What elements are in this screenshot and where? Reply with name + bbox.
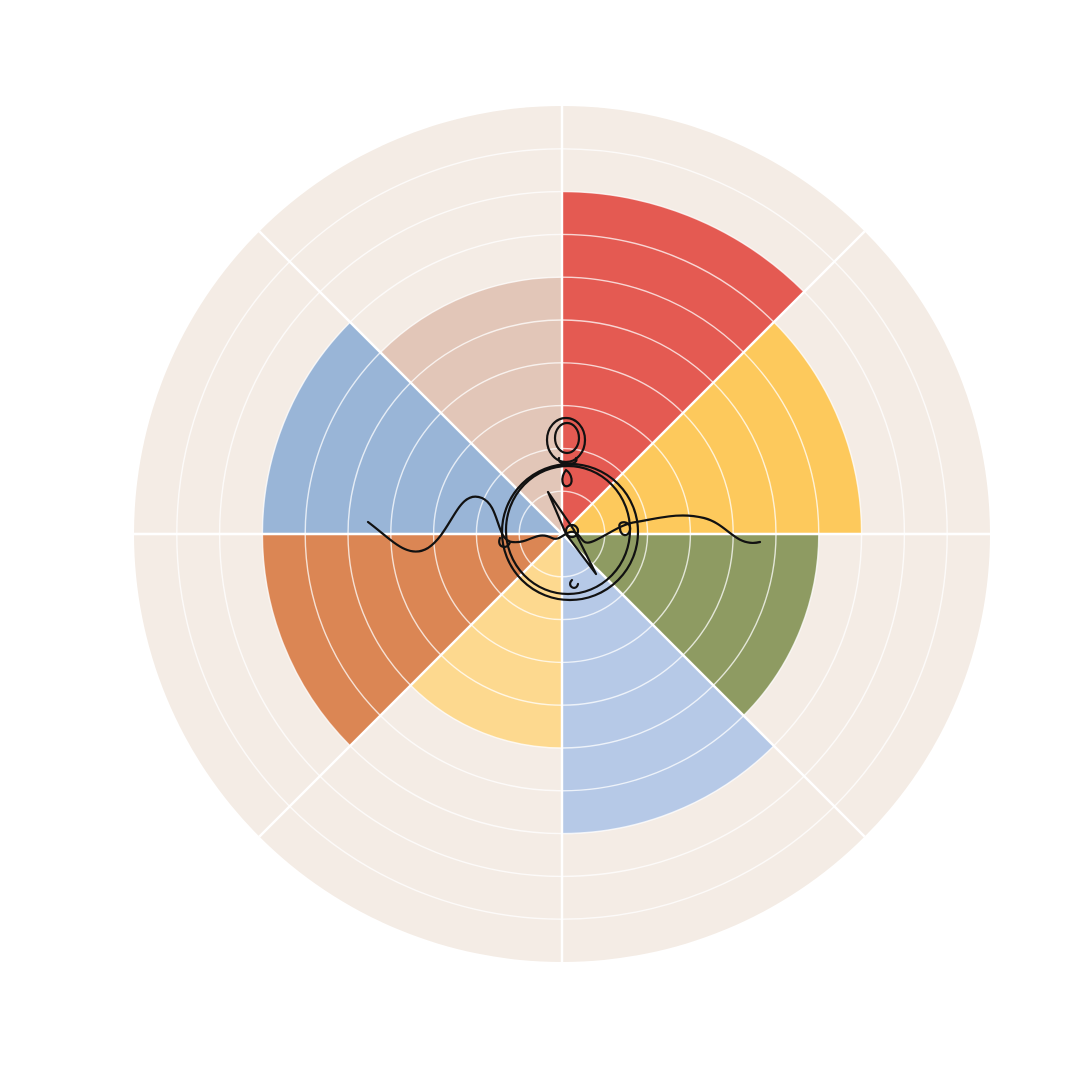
chart-segment-3 [562,534,819,716]
chart-grid [134,106,990,962]
chart-segment-4 [562,534,774,834]
chart-segments [262,191,862,834]
chart-segment-5 [410,534,562,748]
chart-segment-7 [262,322,562,534]
chart-segment-8 [380,277,562,534]
grid-spoke-2 [561,230,866,535]
grid-spoke-6 [258,533,563,838]
chart-segment-1 [562,191,805,534]
grid-spoke-8 [258,230,563,535]
chart-segment-6 [262,534,562,746]
chart-segment-2 [562,322,862,534]
wave-line [366,495,762,553]
compass-line-drawing-icon [366,416,762,602]
compass-needle [546,490,598,576]
